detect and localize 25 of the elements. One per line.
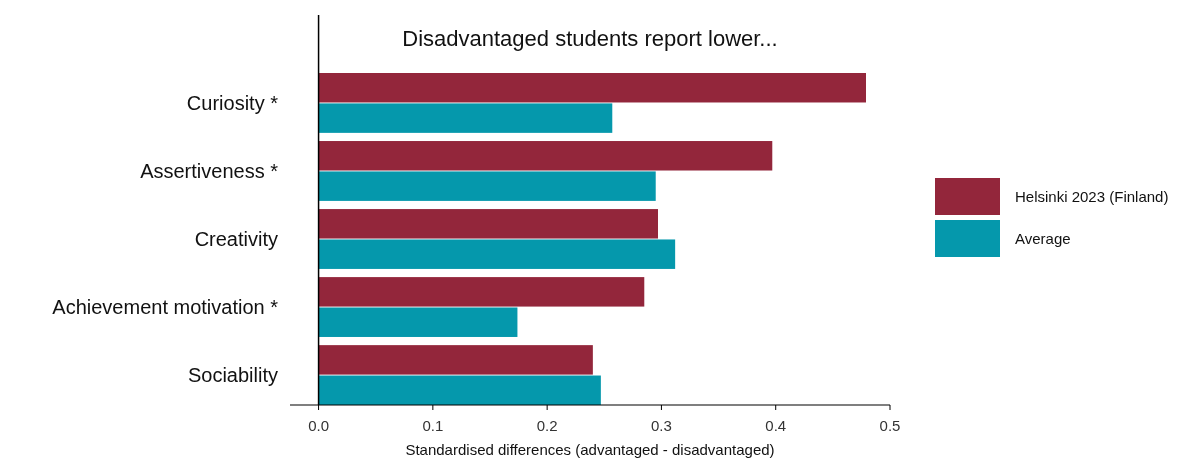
x-tick-label: 0.0 (308, 417, 329, 434)
bar (318, 171, 656, 201)
y-tick-label: Sociability (187, 364, 278, 387)
y-tick-label: Assertiveness * (140, 159, 279, 182)
x-axis-title: Standardised differences (advantaged - disadvantaged) (405, 441, 775, 458)
y-tick-label: Curiosity * (186, 91, 279, 114)
bar (318, 103, 613, 133)
x-tick-label: 0.5 (879, 417, 901, 434)
y-tick-label: Creativity (194, 228, 278, 250)
bar (318, 307, 518, 337)
bar (318, 209, 658, 239)
bar (318, 141, 773, 171)
bar (318, 375, 601, 405)
text: Helsinki 2023 (Finland) (1015, 187, 1169, 205)
bar (318, 239, 676, 269)
bar (318, 345, 593, 375)
text: Disadvantaged students report lower... (402, 26, 778, 51)
x-tick-label: 0.4 (765, 417, 787, 434)
bar (318, 73, 866, 103)
text: Average (1015, 229, 1071, 247)
x-tick-label: 0.1 (422, 417, 444, 434)
bar (318, 277, 645, 307)
x-tick-label: 0.2 (536, 417, 558, 434)
x-tick-label: 0.3 (651, 417, 672, 434)
y-tick-label: Achievement motivation * (52, 296, 279, 319)
